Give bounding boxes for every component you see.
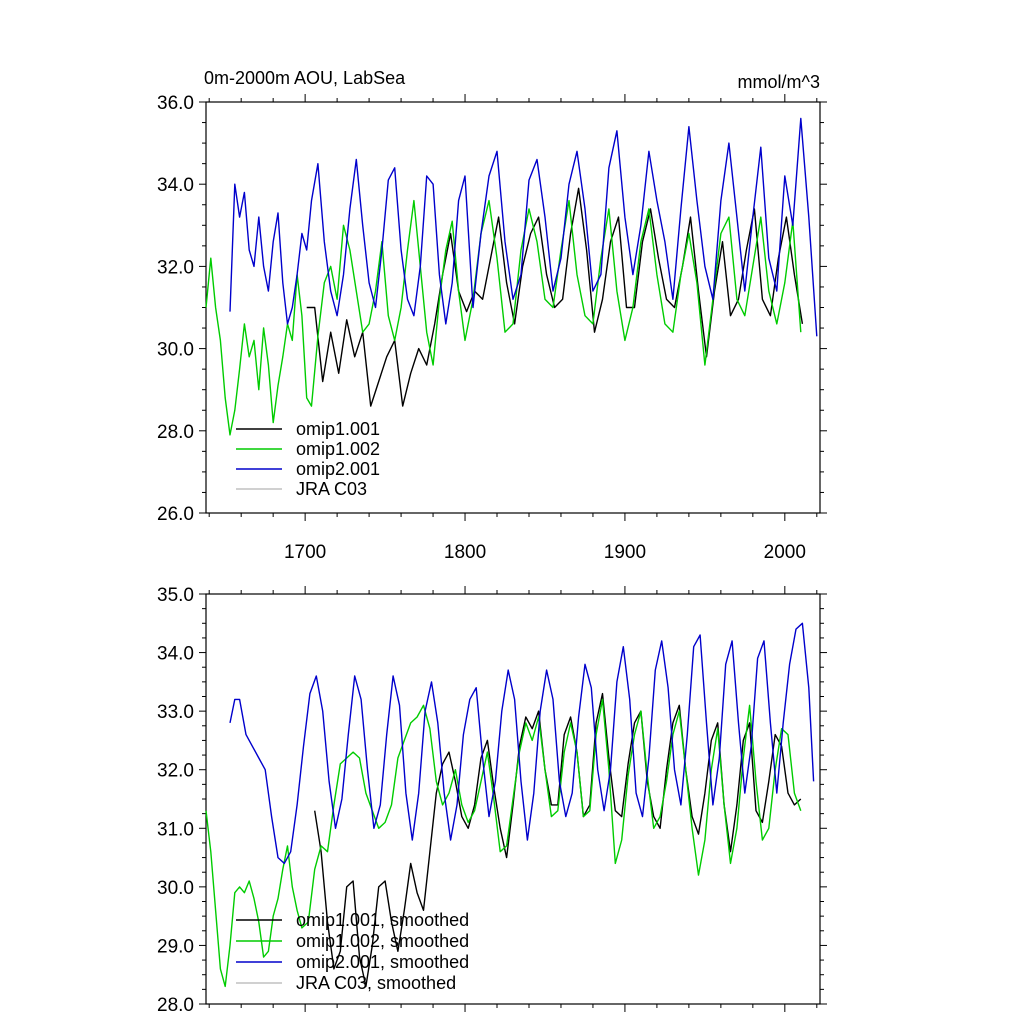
series-line-omip2-001 xyxy=(229,117,818,337)
bottom-ticks xyxy=(199,586,827,1012)
series-line-omip1-002 xyxy=(205,199,802,436)
y-tick-label: 33.0 xyxy=(157,702,194,723)
y-tick-label: 30.0 xyxy=(157,340,194,361)
top-chart-title: 0m-2000m AOU, LabSea xyxy=(204,68,406,88)
x-tick-label: 2000 xyxy=(764,542,806,563)
bottom-series-lines xyxy=(205,622,815,988)
legend-label-jra-c03-smoothed: JRA C03, smoothed xyxy=(296,973,456,993)
top-panel: 0m-2000m AOU, LabSea mmol/m^3 26.0 28.0 30… xyxy=(157,68,827,563)
y-tick-label: 31.0 xyxy=(157,819,194,840)
x-tick-label: 1900 xyxy=(604,542,646,563)
y-tick-label: 28.0 xyxy=(157,995,194,1016)
y-tick-label: 34.0 xyxy=(157,644,194,665)
legend-label-omip1-001-smoothed: omip1.001, smoothed xyxy=(296,910,469,930)
legend-label-jra-c03: JRA C03 xyxy=(296,479,367,499)
y-tick-label: 26.0 xyxy=(157,504,194,525)
series-line-omip1-002-smoothed xyxy=(205,698,802,988)
x-tick-label: 1700 xyxy=(284,542,326,563)
y-tick-label: 32.0 xyxy=(157,761,194,782)
x-tick-label: 1800 xyxy=(444,542,486,563)
bottom-tick-labels: 28.0 29.0 30.0 31.0 32.0 33.0 34.0 35.0 xyxy=(157,585,194,1016)
top-tick-labels: 26.0 28.0 30.0 32.0 34.0 36.0 1700 1800 1900 2000 xyxy=(157,93,806,563)
y-tick-label: 35.0 xyxy=(157,585,194,606)
series-line-omip2-001-smoothed xyxy=(229,622,815,865)
y-tick-label: 36.0 xyxy=(157,93,194,114)
y-tick-label: 30.0 xyxy=(157,878,194,899)
legend-label-omip2-001-smoothed: omip2.001, smoothed xyxy=(296,952,469,972)
legend-label-omip2-001: omip2.001 xyxy=(296,459,380,479)
y-tick-label: 32.0 xyxy=(157,257,194,278)
top-ticks xyxy=(199,94,827,521)
y-tick-label: 28.0 xyxy=(157,422,194,443)
top-series-lines xyxy=(205,117,818,436)
legend-label-omip1-002-smoothed: omip1.002, smoothed xyxy=(296,931,469,951)
series-line-omip1-001 xyxy=(306,187,804,407)
y-tick-label: 29.0 xyxy=(157,936,194,957)
bottom-panel: 28.0 29.0 30.0 31.0 32.0 33.0 34.0 35.0 omip1.0… xyxy=(157,585,827,1016)
top-units-label: mmol/m^3 xyxy=(738,72,820,92)
y-tick-label: 34.0 xyxy=(157,175,194,196)
legend-label-omip1-001: omip1.001 xyxy=(296,419,380,439)
legend-label-omip1-002: omip1.002 xyxy=(296,439,380,459)
